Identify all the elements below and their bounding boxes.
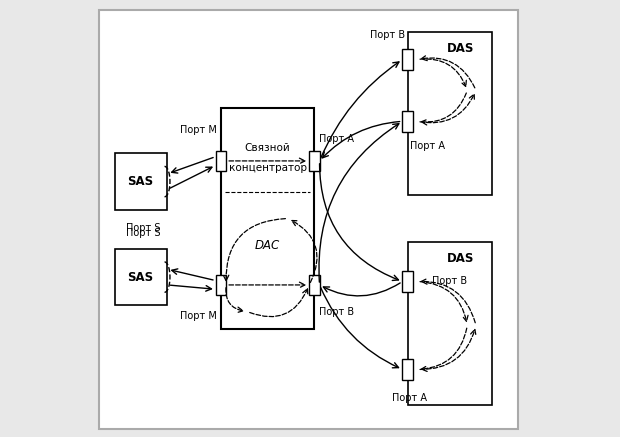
FancyBboxPatch shape — [216, 274, 226, 295]
FancyBboxPatch shape — [402, 359, 413, 380]
Text: Порт В: Порт В — [319, 307, 354, 317]
Text: Порт М: Порт М — [180, 125, 216, 135]
Text: Порт S: Порт S — [126, 228, 161, 238]
Text: Порт А: Порт А — [319, 134, 353, 143]
FancyBboxPatch shape — [402, 49, 413, 70]
Text: Порт А: Порт А — [392, 393, 427, 403]
Text: Порт S: Порт S — [126, 223, 161, 233]
FancyBboxPatch shape — [216, 150, 226, 171]
FancyBboxPatch shape — [408, 243, 492, 405]
Text: DAC: DAC — [255, 239, 280, 252]
Text: Связной: Связной — [245, 142, 291, 153]
Text: Порт В: Порт В — [370, 30, 405, 40]
Text: DAS: DAS — [446, 252, 474, 265]
FancyBboxPatch shape — [402, 111, 413, 132]
FancyBboxPatch shape — [221, 108, 314, 329]
FancyBboxPatch shape — [309, 274, 319, 295]
Text: концентратор: концентратор — [229, 163, 307, 173]
Text: DAS: DAS — [446, 42, 474, 55]
FancyBboxPatch shape — [115, 249, 167, 305]
Text: Порт В: Порт В — [433, 277, 467, 287]
FancyBboxPatch shape — [309, 150, 319, 171]
FancyBboxPatch shape — [408, 32, 492, 194]
FancyBboxPatch shape — [99, 10, 518, 429]
Text: Порт А: Порт А — [410, 141, 445, 151]
FancyBboxPatch shape — [402, 271, 413, 292]
Text: SAS: SAS — [128, 175, 154, 188]
FancyBboxPatch shape — [115, 153, 167, 210]
Text: SAS: SAS — [128, 271, 154, 284]
Text: Порт М: Порт М — [180, 311, 216, 321]
